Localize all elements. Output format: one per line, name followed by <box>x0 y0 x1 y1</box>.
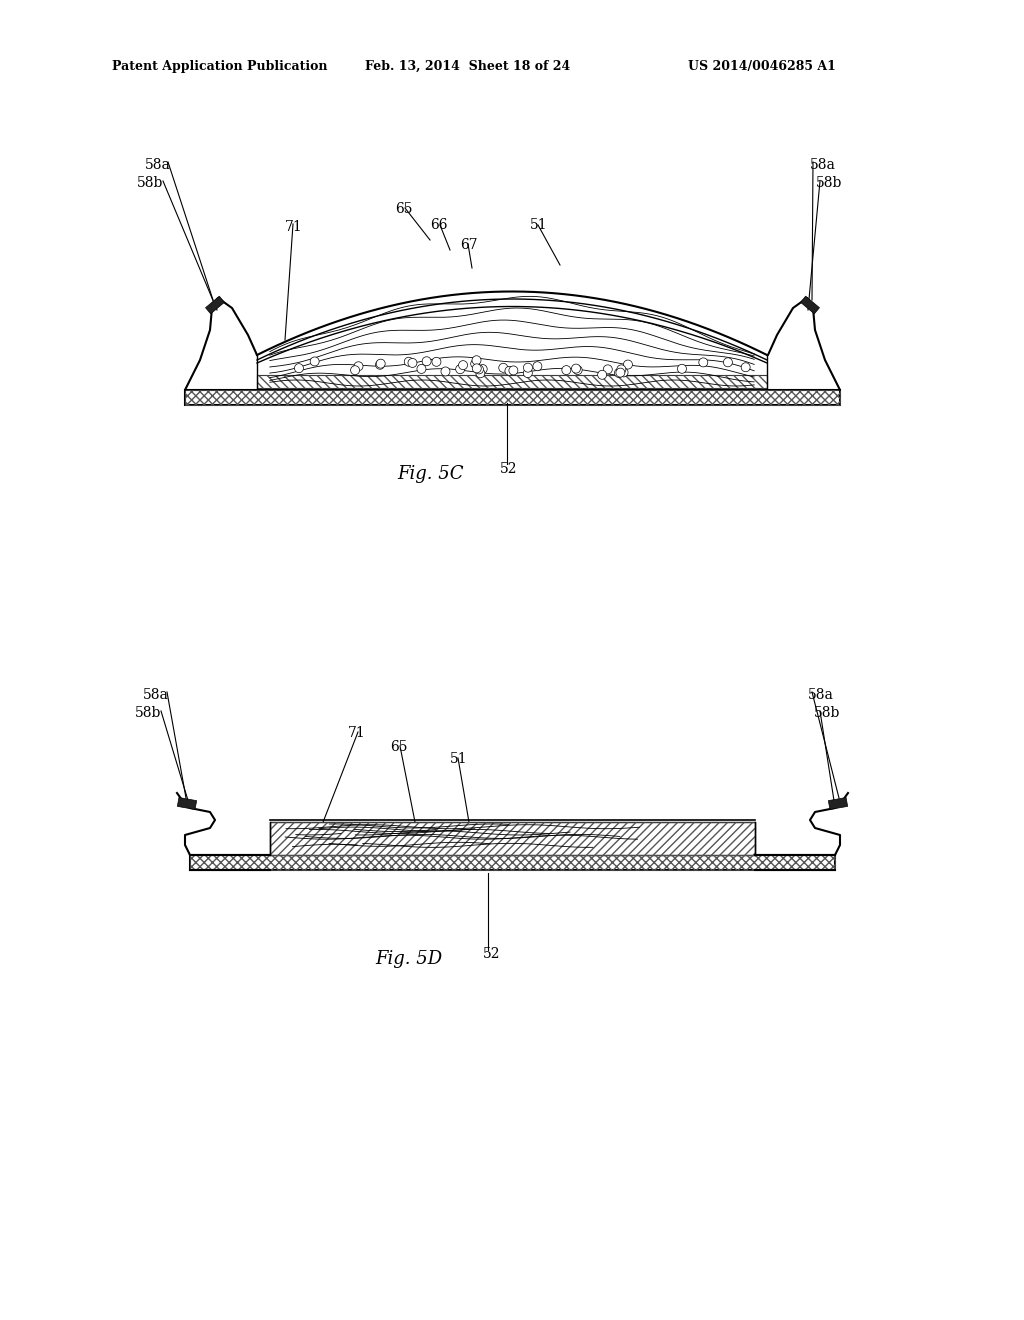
Circle shape <box>678 364 686 374</box>
Circle shape <box>698 358 708 367</box>
Circle shape <box>476 368 484 378</box>
Text: 65: 65 <box>395 202 413 216</box>
Text: 65: 65 <box>390 741 408 754</box>
Text: 58a: 58a <box>810 158 836 172</box>
Circle shape <box>295 364 303 372</box>
Circle shape <box>532 362 542 371</box>
Polygon shape <box>185 389 840 405</box>
Bar <box>206 296 224 314</box>
Text: 58a: 58a <box>143 688 169 702</box>
Circle shape <box>441 367 450 376</box>
Circle shape <box>598 371 606 379</box>
Circle shape <box>376 359 385 368</box>
Circle shape <box>509 366 518 375</box>
Circle shape <box>432 358 441 367</box>
Text: 67: 67 <box>460 238 477 252</box>
Text: 71: 71 <box>285 220 303 234</box>
Circle shape <box>615 368 625 378</box>
Circle shape <box>562 366 570 375</box>
Text: Patent Application Publication: Patent Application Publication <box>112 59 328 73</box>
Text: 58b: 58b <box>137 176 164 190</box>
Circle shape <box>624 360 633 370</box>
Circle shape <box>471 359 479 368</box>
Text: Fig. 5D: Fig. 5D <box>375 950 442 968</box>
Circle shape <box>376 360 385 370</box>
Circle shape <box>422 356 431 366</box>
Bar <box>828 797 848 809</box>
Text: 51: 51 <box>450 752 468 766</box>
Circle shape <box>505 367 514 375</box>
Circle shape <box>723 358 732 367</box>
Text: 58a: 58a <box>808 688 834 702</box>
Circle shape <box>472 364 481 372</box>
Text: 52: 52 <box>483 946 501 961</box>
Polygon shape <box>257 375 767 388</box>
Circle shape <box>404 358 414 366</box>
Circle shape <box>616 364 626 374</box>
Circle shape <box>474 364 483 374</box>
Circle shape <box>354 362 364 371</box>
Circle shape <box>472 356 481 364</box>
Text: 58a: 58a <box>145 158 171 172</box>
Text: 52: 52 <box>500 462 517 477</box>
Circle shape <box>571 364 581 374</box>
Polygon shape <box>257 300 767 375</box>
Circle shape <box>523 363 532 372</box>
Circle shape <box>499 363 508 372</box>
Circle shape <box>417 364 426 374</box>
Circle shape <box>459 360 468 370</box>
Text: 58b: 58b <box>816 176 843 190</box>
Text: US 2014/0046285 A1: US 2014/0046285 A1 <box>688 59 836 73</box>
Text: 66: 66 <box>430 218 447 232</box>
Circle shape <box>620 368 628 378</box>
Polygon shape <box>190 855 835 870</box>
Polygon shape <box>270 822 755 855</box>
Circle shape <box>614 368 624 378</box>
Circle shape <box>478 364 487 374</box>
Text: 58b: 58b <box>135 706 162 719</box>
Text: 71: 71 <box>348 726 366 741</box>
Circle shape <box>350 366 359 375</box>
Text: 51: 51 <box>530 218 548 232</box>
Bar <box>177 797 197 809</box>
Circle shape <box>310 356 319 366</box>
Circle shape <box>603 364 612 374</box>
Text: 58b: 58b <box>814 706 841 719</box>
Circle shape <box>456 364 465 374</box>
Circle shape <box>408 359 417 367</box>
Text: Feb. 13, 2014  Sheet 18 of 24: Feb. 13, 2014 Sheet 18 of 24 <box>365 59 570 73</box>
Text: Fig. 5C: Fig. 5C <box>397 465 464 483</box>
Circle shape <box>523 368 532 378</box>
Circle shape <box>573 366 583 375</box>
Circle shape <box>741 363 751 372</box>
Bar <box>801 296 819 314</box>
